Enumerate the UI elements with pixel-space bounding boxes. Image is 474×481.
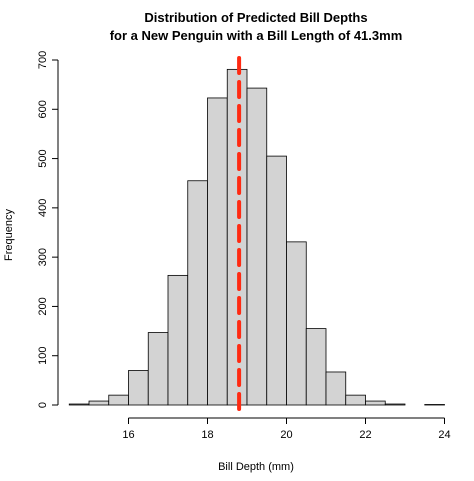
x-tick-label: 20: [280, 429, 292, 441]
histogram-bar: [325, 371, 347, 406]
y-tick-label: 200: [37, 297, 49, 315]
x-axis: 16 18 20 22 24: [122, 417, 451, 441]
x-tick-label: 16: [122, 429, 134, 441]
chart-title-line-2: for a New Penguin with a Bill Length of …: [110, 28, 403, 43]
histogram-bar: [286, 241, 307, 406]
y-tick-label: 400: [37, 199, 49, 217]
y-axis-label: Frequency: [3, 209, 15, 261]
histogram-bar: [68, 403, 90, 406]
histogram-bar: [266, 155, 287, 406]
histogram-bar: [128, 370, 149, 406]
histogram-bar: [88, 400, 110, 406]
x-tick-label: 24: [438, 429, 450, 441]
histogram-bar: [207, 97, 228, 406]
y-tick-label: 600: [37, 100, 49, 118]
histogram-bar: [365, 400, 386, 406]
histogram-bar: [167, 274, 189, 406]
chart-title-line-1: Distribution of Predicted Bill Depths: [144, 10, 367, 25]
histogram-bar: [305, 328, 327, 406]
y-tick-label: 100: [37, 347, 49, 365]
x-tick-label: 18: [201, 429, 213, 441]
histogram-bar: [187, 180, 208, 406]
y-tick-label: 500: [37, 149, 49, 167]
histogram-bar: [246, 87, 268, 406]
histogram-bar: [384, 403, 406, 406]
histogram-bar: [345, 394, 366, 406]
bars-group: [68, 68, 445, 406]
histogram-bar: [108, 394, 129, 406]
y-tick-label: 0: [37, 402, 49, 408]
y-tick-label: 300: [37, 248, 49, 266]
x-axis-label: Bill Depth (mm): [218, 461, 294, 473]
y-axis: 0 100 200 300 400 500 600 700: [37, 51, 59, 408]
histogram-bar: [147, 332, 169, 406]
x-tick-label: 22: [359, 429, 371, 441]
y-tick-label: 700: [37, 51, 49, 69]
